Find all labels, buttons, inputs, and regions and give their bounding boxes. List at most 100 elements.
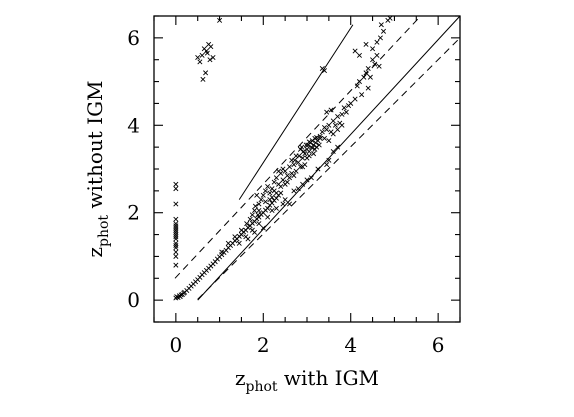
data-point [316,142,322,148]
data-point [178,292,184,298]
data-point [295,186,301,192]
data-point [363,41,369,47]
data-point [199,52,205,58]
data-point [370,46,376,52]
data-point [258,197,264,203]
data-point [173,240,179,246]
data-point [173,223,179,229]
data-point [291,162,297,168]
data-point [255,212,261,218]
data-point [300,164,306,170]
data-point [173,201,179,207]
data-point [232,234,238,240]
data-point [312,146,318,152]
data-point [276,168,282,174]
data-point [370,57,376,63]
data-point [265,214,271,220]
reference-line-dashed-4 [197,37,461,300]
data-point [245,236,251,242]
data-point [309,145,315,151]
data-point [304,177,310,183]
data-point [302,151,308,157]
data-point [348,100,354,106]
data-point [173,181,179,187]
data-point [219,249,225,255]
data-point [195,55,201,61]
data-point [326,122,332,128]
tick-labels: 0 2 4 6 0 2 4 6 [127,26,444,357]
data-point [335,127,341,133]
data-point [197,59,203,65]
data-point [173,253,179,259]
data-point [273,190,279,196]
data-point [335,144,341,150]
data-point [249,212,255,218]
data-point [269,208,275,214]
data-point [293,153,299,159]
data-point [286,164,293,170]
x-tick-label: 6 [432,333,445,357]
data-point [365,85,371,91]
data-point [311,151,317,157]
data-point [282,181,288,187]
data-point [267,197,273,203]
data-point [321,68,328,74]
data-point [282,197,288,203]
data-point [247,216,253,222]
data-point [341,105,347,111]
data-point [352,96,358,102]
data-point [278,190,284,196]
data-point [315,166,321,172]
data-point [210,55,216,61]
data-point [319,129,325,135]
data-point [173,232,179,238]
data-point [173,227,179,233]
data-point [326,157,332,163]
y-axis-label: zphot without IGM [83,80,112,257]
data-point [173,229,179,235]
data-point [291,188,297,194]
data-point [324,162,330,168]
data-point [262,188,268,194]
data-point [256,221,262,227]
data-point [326,138,332,144]
data-point [244,221,250,227]
data-point [356,52,362,58]
data-point [271,179,277,185]
data-point [387,15,393,21]
data-point [208,44,214,50]
data-point [173,242,179,249]
data-point [173,221,179,227]
data-point [339,111,345,117]
data-point [173,236,179,242]
x-tick-label: 0 [169,333,182,357]
data-point [252,203,258,209]
data-point [256,201,262,207]
data-point [359,92,365,98]
data-point [372,61,378,67]
data-point [291,173,297,179]
data-point [339,122,345,128]
x-tick-label: 4 [344,333,357,357]
data-point [286,201,293,207]
data-point [308,175,314,181]
data-point [330,131,336,137]
data-point [352,48,358,54]
data-point [256,208,262,214]
data-point [173,225,179,231]
data-point [273,175,279,181]
data-point [300,181,306,187]
data-point [330,148,336,155]
data-point [300,155,306,161]
data-point [306,139,312,145]
data-point [238,227,244,233]
data-point [280,177,286,183]
data-point [377,35,383,41]
data-point [378,22,384,28]
reference-lines [174,15,461,301]
data-point [286,175,293,181]
data-point [354,83,360,89]
x-tick-label: 2 [257,333,270,357]
